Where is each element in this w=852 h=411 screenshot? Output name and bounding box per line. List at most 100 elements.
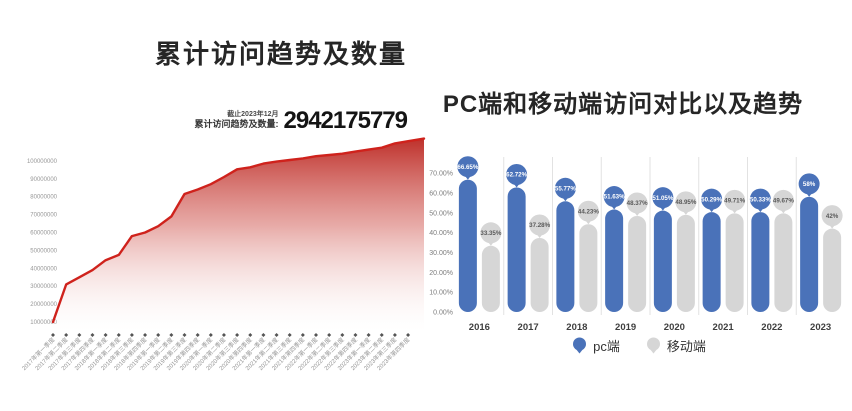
x-category-label: 2018 (566, 322, 587, 333)
x-category-label: 2019 (615, 322, 636, 333)
y-tick-label: 50000000 (30, 248, 57, 254)
value-bubble-label: 49.71% (724, 198, 745, 205)
value-bubble (457, 156, 479, 178)
y-tick-label: 20.00% (429, 270, 453, 277)
legend-label-pc: pc端 (593, 339, 620, 354)
value-bubble (675, 191, 697, 213)
value-bubble (480, 222, 502, 244)
left-chart-title: 累计访问趋势及数量 (154, 39, 408, 69)
pc-bar-2020 (653, 210, 672, 312)
x-category-label: 2021 (713, 322, 735, 333)
x-tick-mark (287, 333, 292, 337)
value-bubble-label: 62.72% (506, 172, 527, 179)
x-tick-mark (235, 333, 240, 337)
y-tick-label: 50.00% (429, 210, 453, 217)
legend-label-mobile: 移动端 (666, 339, 706, 354)
y-tick-label: 40000000 (30, 266, 57, 272)
pc-bar-2021 (702, 212, 721, 312)
x-tick-mark (248, 333, 253, 337)
value-bubble-label: 37.28% (529, 222, 550, 229)
cumulative-visits-chart-panel: 累计访问趋势及数量 截止2023年12月 累计访问趋势及数量: 29421757… (20, 39, 426, 372)
x-tick-mark (274, 333, 279, 337)
x-tick-mark (208, 333, 213, 337)
value-bubble-label: 51.05% (652, 195, 673, 202)
cumulative-total-value: 2942175779 (283, 107, 408, 134)
x-tick-mark (221, 333, 226, 337)
y-tick-label: 90000000 (30, 177, 57, 183)
mobile-bar-2016 (481, 245, 500, 312)
value-bubble-label: 50.29% (701, 196, 722, 203)
cumulative-total-label: 累计访问趋势及数量: (194, 119, 279, 130)
x-tick-mark (182, 333, 187, 337)
legend: pc端 移动端 (426, 336, 852, 355)
x-tick-mark (379, 333, 384, 337)
value-bubble-label: 42% (826, 213, 839, 220)
x-tick-mark (327, 333, 332, 337)
pc-bar-2022 (751, 212, 770, 312)
value-bubble (529, 214, 551, 236)
value-bubble (603, 186, 625, 208)
x-tick-mark (51, 333, 55, 337)
x-tick-mark (392, 333, 397, 337)
y-tick-label: 60000000 (30, 231, 57, 237)
right-chart-title: PC端和移动端访问对比以及趋势 (442, 91, 804, 118)
value-bubble (626, 192, 648, 214)
x-tick-mark (103, 333, 108, 337)
mobile-bar-2021 (725, 213, 744, 312)
y-tick-label: 0.00% (433, 310, 453, 317)
y-tick-label: 10.00% (429, 290, 453, 297)
value-bubble-label: 48.37% (627, 200, 648, 207)
value-bubble (577, 200, 599, 222)
as-of-date-label: 截止2023年12月 (227, 111, 279, 119)
value-bubble-label: 58% (803, 181, 816, 188)
x-tick-mark (261, 333, 266, 337)
value-bubble-label: 55.77% (555, 185, 576, 192)
pc-legend-balloon-icon (573, 337, 587, 354)
value-bubble (506, 164, 528, 186)
pc-bar-2016 (458, 179, 477, 312)
mobile-bar-2018 (579, 224, 598, 312)
x-tick-mark (169, 333, 174, 337)
x-tick-mark (353, 333, 358, 337)
mobile-bar-2023 (823, 228, 842, 312)
value-bubble (798, 173, 820, 195)
x-category-label: 2017 (518, 322, 539, 333)
pc-bar-2023 (800, 196, 819, 312)
value-bubble (749, 188, 771, 210)
value-bubble (724, 189, 746, 211)
y-tick-label: 80000000 (30, 195, 57, 201)
value-bubble (554, 177, 576, 199)
x-category-label: 2020 (664, 322, 685, 333)
y-tick-label: 100000000 (27, 159, 58, 165)
y-tick-label: 30.00% (429, 250, 453, 257)
x-tick-mark (406, 333, 411, 337)
x-tick-mark (129, 333, 134, 337)
lollipop-chart: 70.00% 60.00% 50.00% 40.00% 30.00% 20.00% 10.0… (429, 156, 843, 333)
x-tick-mark (116, 333, 121, 337)
mobile-bar-2019 (628, 215, 647, 312)
x-category-label: 2016 (469, 322, 490, 333)
mobile-bar-2022 (774, 213, 793, 312)
x-category-label: 2022 (761, 322, 782, 333)
x-tick-mark (64, 333, 69, 337)
x-tick-mark (300, 333, 305, 337)
value-bubble-label: 49.67% (773, 198, 794, 205)
pc-bar-2019 (605, 209, 624, 312)
x-tick-mark (156, 333, 161, 337)
value-bubble-label: 44.23% (578, 208, 599, 215)
value-bubble (652, 187, 674, 209)
value-bubble-label: 48.95% (675, 199, 696, 206)
legend-item-pc: pc端 (572, 336, 620, 355)
x-category-label: 2023 (810, 322, 831, 333)
y-tick-label: 40.00% (429, 230, 453, 237)
x-tick-mark (314, 333, 318, 337)
pc-bar-2017 (507, 187, 526, 312)
y-tick-label: 60.00% (429, 190, 453, 197)
value-bubble-label: 33.35% (480, 230, 501, 237)
value-bubble-label: 50.33% (750, 196, 771, 203)
x-tick-mark (366, 333, 371, 337)
annotation-labels: 截止2023年12月 累计访问趋势及数量: (195, 110, 279, 133)
value-bubble (821, 205, 843, 227)
value-bubble-label: 51.63% (604, 194, 625, 201)
